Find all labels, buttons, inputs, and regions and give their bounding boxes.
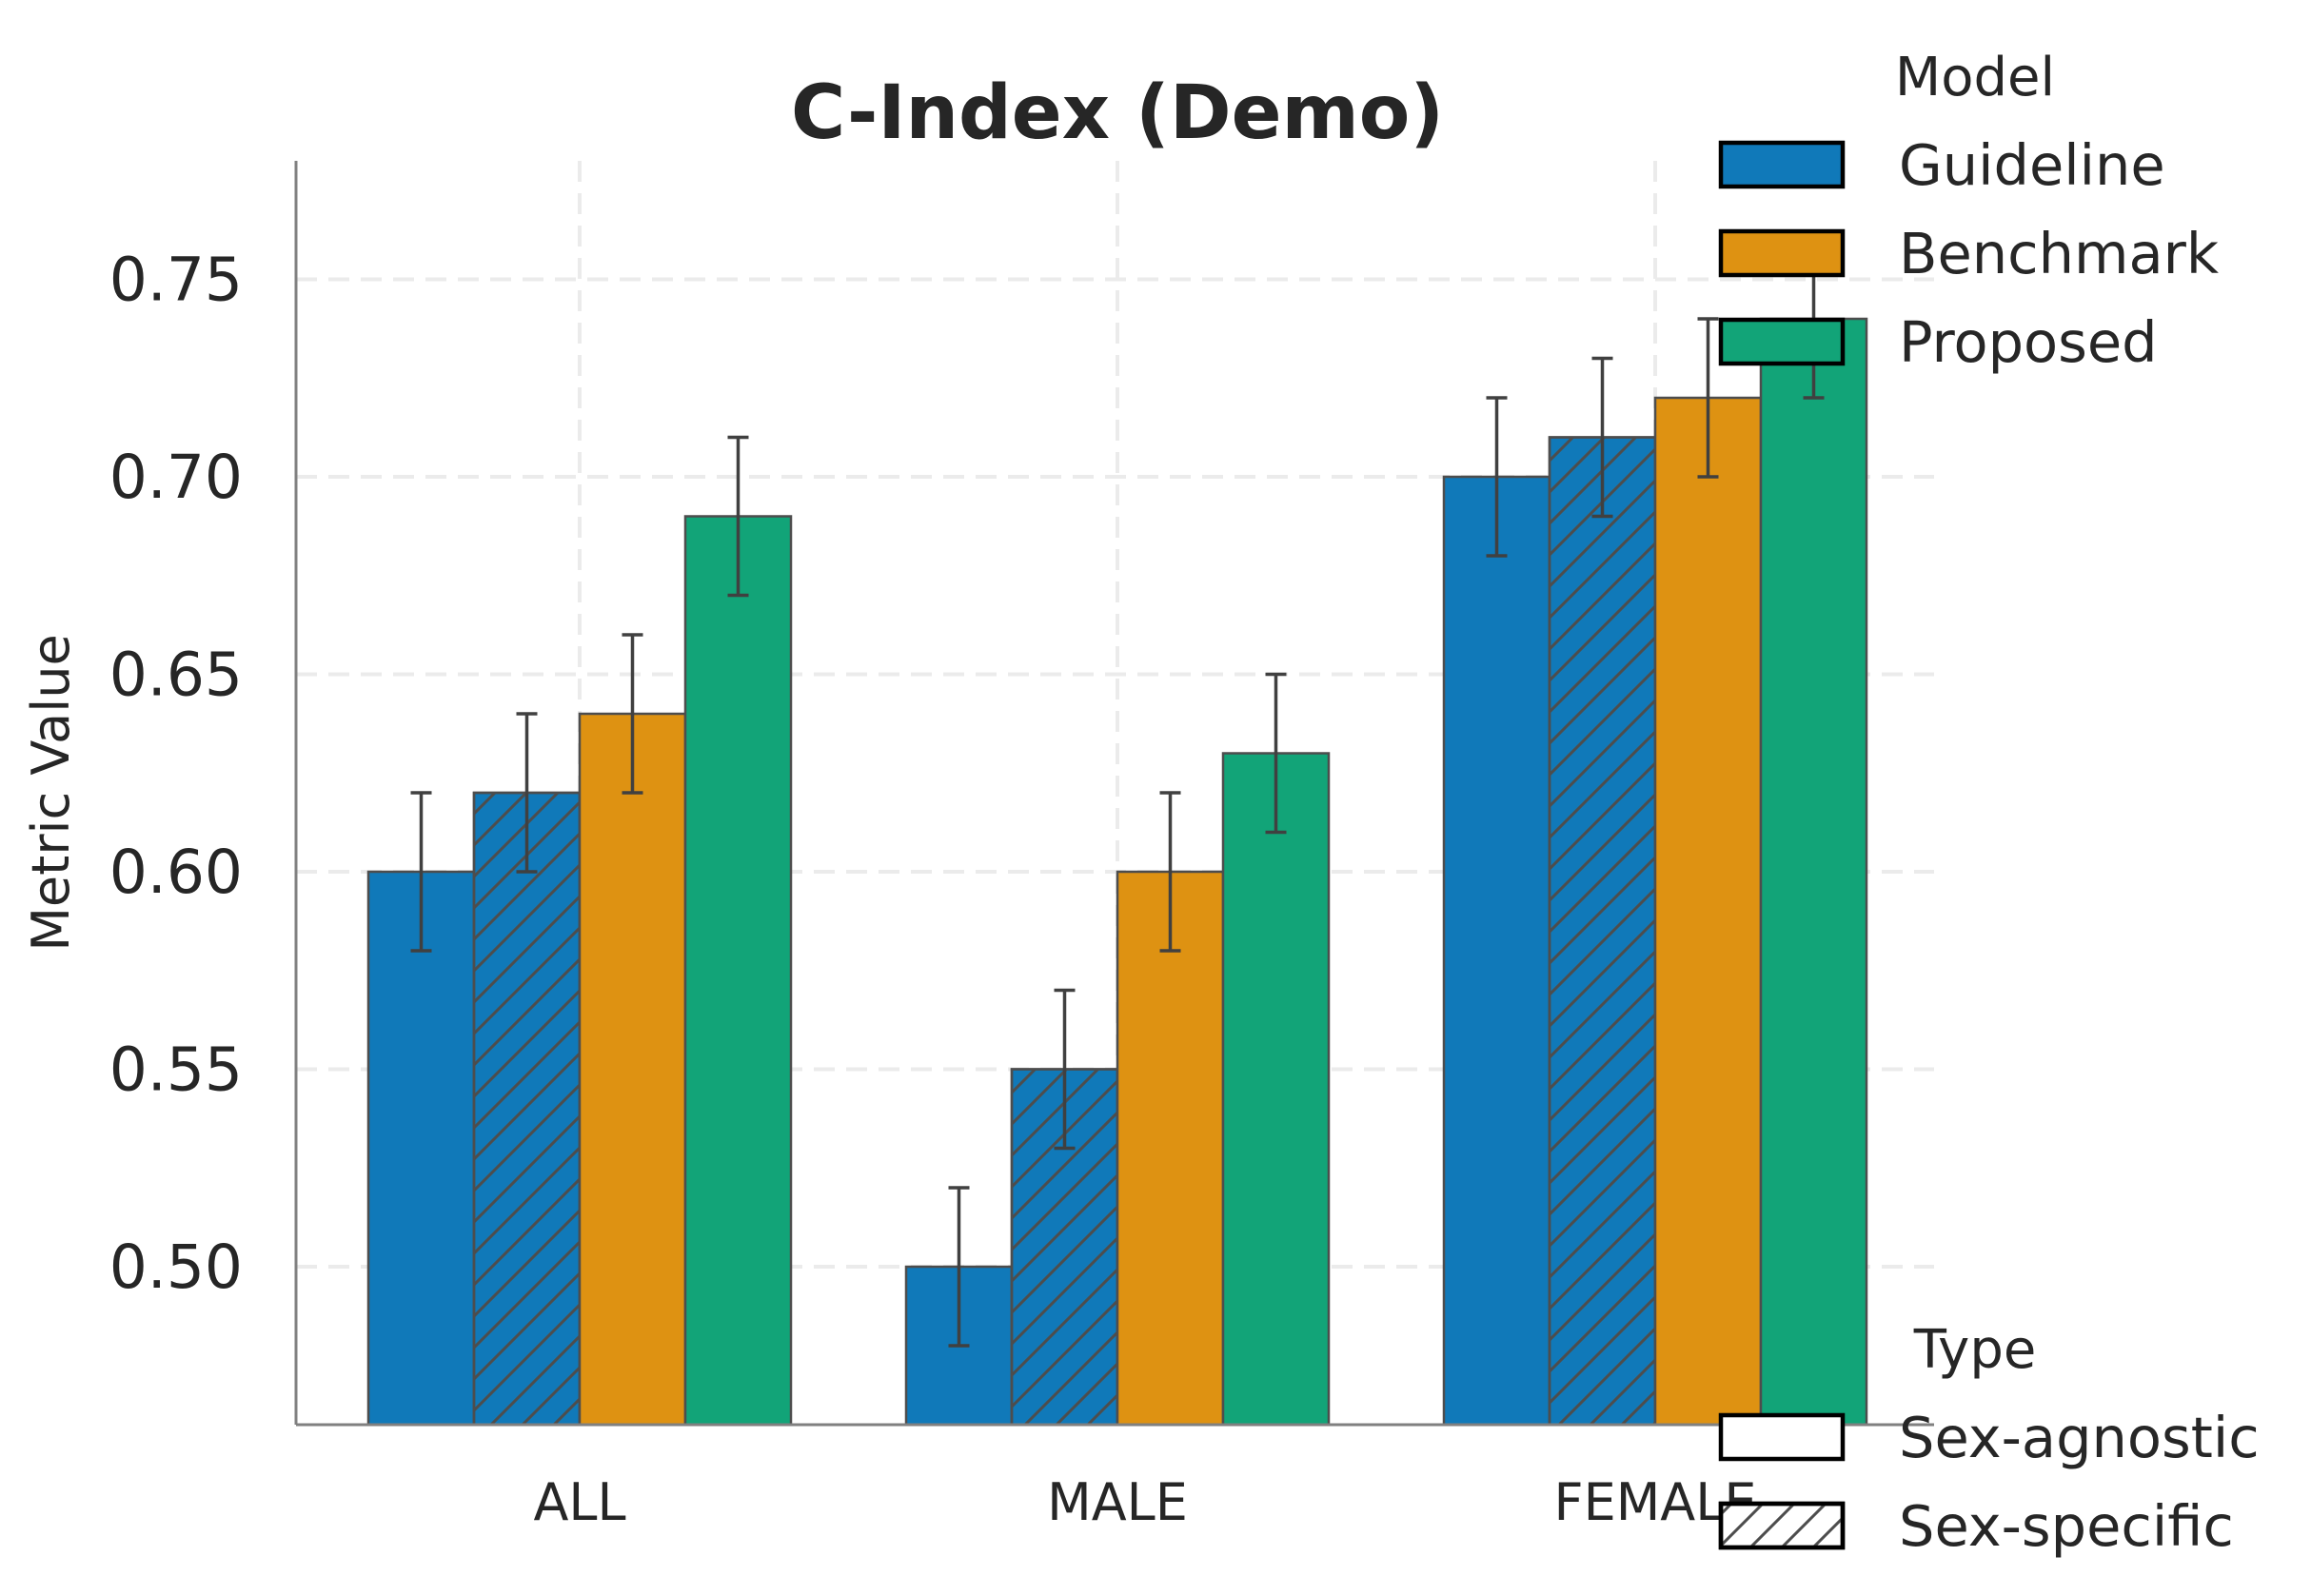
legend-swatch-benchmark [1718, 228, 1846, 278]
legend-label-proposed: Proposed [1899, 309, 2158, 375]
x-tick-labels: ALL MALE FEMALE [533, 1472, 1756, 1532]
y-tick-label: 0.65 [109, 640, 243, 710]
legend-label-guideline: Guideline [1899, 132, 2165, 198]
legend-type-title: Type [1913, 1319, 2037, 1381]
legend-swatch-sex-agnostic [1718, 1412, 1846, 1462]
legend-swatch-proposed [1718, 317, 1846, 366]
legend-model-title: Model [1895, 47, 2055, 108]
bar-proposed-female [1759, 317, 1868, 1427]
bars [366, 317, 1868, 1427]
legend-type: Type Sex-agnostic Sex-specific [1718, 1319, 2260, 1559]
x-tick-label: MALE [1047, 1472, 1188, 1532]
x-tick-label: ALL [533, 1472, 625, 1532]
y-tick-label: 0.55 [109, 1035, 243, 1105]
bar-guideline-female [1442, 475, 1551, 1427]
bar-hatch-overlay [1548, 436, 1657, 1427]
bar-proposed-all [683, 515, 793, 1427]
bar-benchmark-all [578, 712, 687, 1427]
y-axis-label: Metric Value [21, 634, 81, 951]
bar-benchmark-female [1653, 396, 1763, 1427]
y-tick-label: 0.70 [109, 443, 243, 512]
legend-model: Model Guideline Benchmark Proposed [1718, 47, 2219, 375]
y-tick-label: 0.75 [109, 246, 243, 315]
bar-proposed-male [1221, 752, 1331, 1427]
legend-hatch-sex-specific [1718, 1501, 1846, 1550]
bar-hatch-overlay [472, 791, 582, 1427]
chart-title: C-Index (Demo) [791, 70, 1444, 156]
bar-benchmark-male [1116, 870, 1225, 1427]
y-tick-label: 0.50 [109, 1232, 243, 1302]
bar-guideline-all [366, 870, 476, 1427]
legend-swatch-guideline [1718, 140, 1846, 189]
y-tick-labels: 0.50 0.55 0.60 0.65 0.70 0.75 [109, 246, 243, 1303]
legend-label-sex-specific: Sex-specific [1899, 1493, 2234, 1559]
legend-label-benchmark: Benchmark [1899, 221, 2219, 286]
y-tick-label: 0.60 [109, 837, 243, 907]
legend-label-sex-agnostic: Sex-agnostic [1899, 1405, 2260, 1470]
error-bars [410, 238, 1825, 1348]
